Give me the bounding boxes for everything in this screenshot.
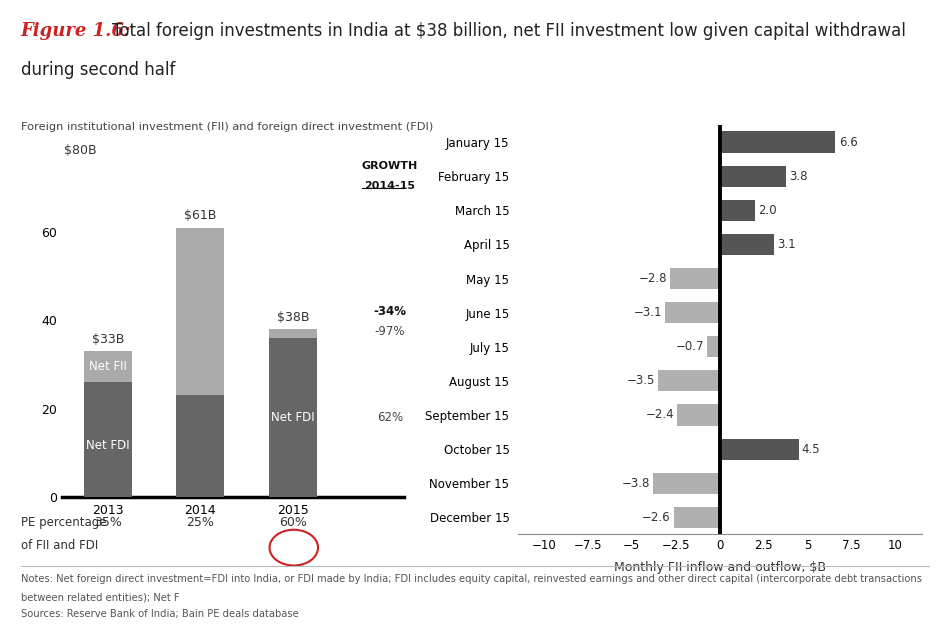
Text: Sources: Reserve Bank of India; Bain PE deals database: Sources: Reserve Bank of India; Bain PE …: [21, 609, 298, 619]
Text: Foreign institutional investment (FII) and foreign direct investment (FDI): Foreign institutional investment (FII) a…: [21, 122, 433, 132]
Bar: [720, 439, 799, 459]
Bar: [720, 166, 787, 187]
X-axis label: Monthly FII inflow and outflow, $B: Monthly FII inflow and outflow, $B: [614, 561, 826, 574]
Text: 3.8: 3.8: [789, 169, 808, 182]
Bar: [671, 268, 720, 289]
Text: Figure 1.6:: Figure 1.6:: [21, 22, 131, 40]
Bar: [653, 472, 720, 494]
Text: $61B: $61B: [184, 209, 217, 222]
Text: −3.5: −3.5: [627, 374, 655, 388]
Text: during second half: during second half: [21, 61, 175, 79]
Text: Notes: Net foreign direct investment=FDI into India, or FDI made by India; FDI i: Notes: Net foreign direct investment=FDI…: [21, 574, 921, 584]
Text: $33B: $33B: [92, 333, 124, 346]
Text: −2.4: −2.4: [646, 409, 674, 421]
Text: 25%: 25%: [186, 516, 215, 529]
Bar: [658, 370, 720, 391]
Bar: [665, 302, 720, 323]
Bar: [269, 329, 317, 338]
Bar: [674, 507, 720, 528]
Bar: [177, 228, 224, 396]
Text: 4.5: 4.5: [802, 442, 821, 456]
Text: $80B: $80B: [64, 144, 96, 157]
Bar: [177, 396, 224, 497]
Text: Net FDI: Net FDI: [271, 411, 314, 424]
Bar: [269, 338, 317, 497]
Text: −0.7: −0.7: [675, 340, 704, 353]
Text: of FII and FDI: of FII and FDI: [21, 539, 98, 552]
Text: −2.6: −2.6: [642, 511, 671, 524]
Bar: [720, 131, 835, 152]
Text: 6.6: 6.6: [839, 136, 858, 149]
Text: between related entities); Net F: between related entities); Net F: [21, 592, 180, 602]
Text: Net FII: Net FII: [89, 360, 127, 373]
Text: GROWTH: GROWTH: [362, 161, 418, 171]
Bar: [84, 382, 132, 497]
Bar: [84, 351, 132, 382]
Bar: [708, 336, 720, 357]
Bar: [720, 234, 774, 255]
Text: -34%: -34%: [373, 305, 407, 318]
Text: Total foreign investments in India at $38 billion, net FII investment low given : Total foreign investments in India at $3…: [112, 22, 906, 40]
Text: 62%: 62%: [377, 411, 403, 424]
Text: 35%: 35%: [94, 516, 122, 529]
Text: −3.8: −3.8: [621, 477, 650, 490]
Text: −3.1: −3.1: [634, 306, 662, 319]
Bar: [677, 404, 720, 426]
Text: Net FDI: Net FDI: [86, 439, 130, 452]
Text: $38B: $38B: [276, 311, 309, 324]
Bar: [720, 200, 754, 221]
Text: 60%: 60%: [279, 516, 307, 529]
Text: PE percentage: PE percentage: [21, 516, 106, 529]
Text: -97%: -97%: [374, 325, 405, 338]
Text: 3.1: 3.1: [777, 238, 796, 251]
Text: −2.8: −2.8: [638, 272, 667, 285]
Text: 2.0: 2.0: [758, 204, 776, 217]
Text: 2014-15: 2014-15: [365, 181, 415, 191]
